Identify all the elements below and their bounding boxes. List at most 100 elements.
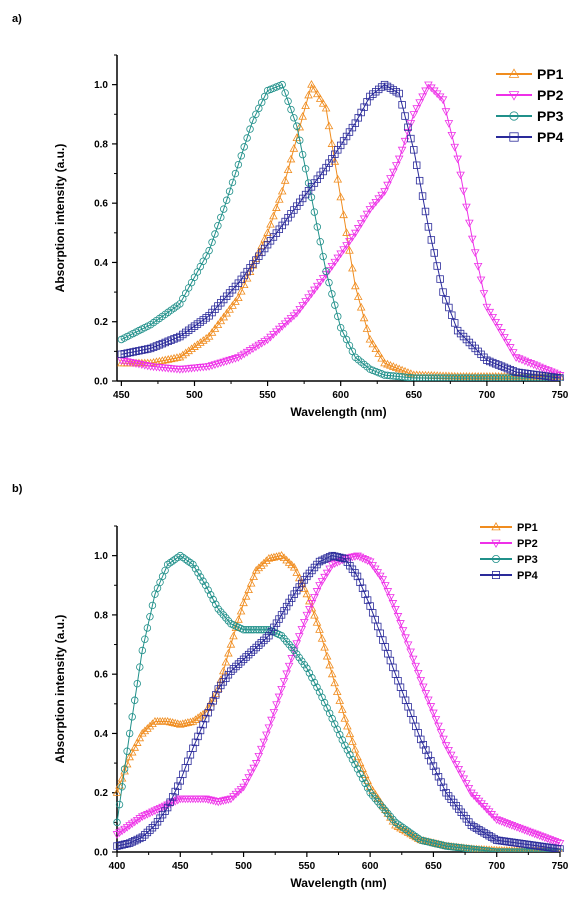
data-point (348, 737, 357, 745)
data-point (487, 847, 496, 852)
data-point (340, 714, 350, 722)
data-point (239, 655, 248, 664)
data-point (275, 615, 283, 623)
data-point (407, 374, 415, 381)
data-point (194, 732, 202, 741)
data-point (281, 89, 289, 97)
data-point (128, 359, 138, 368)
data-point (427, 838, 435, 847)
data-point (251, 760, 261, 768)
data-point (500, 374, 509, 381)
data-point (140, 726, 150, 735)
data-point (320, 573, 329, 582)
data-point (353, 752, 362, 761)
data-point (150, 716, 160, 725)
data-point (381, 582, 390, 590)
data-point (418, 683, 428, 692)
data-point (255, 626, 263, 634)
data-point (365, 206, 375, 214)
data-point (374, 195, 384, 204)
data-point (221, 796, 231, 805)
data-point (391, 162, 401, 170)
data-point (317, 578, 327, 586)
data-point (280, 176, 290, 184)
data-point (143, 362, 153, 371)
data-point (158, 716, 167, 725)
data-point (262, 731, 271, 740)
data-point (143, 724, 152, 732)
data-point (128, 713, 136, 721)
data-point (447, 842, 455, 851)
data-point (503, 374, 512, 381)
data-point (338, 554, 346, 562)
data-point (444, 120, 454, 128)
data-point (475, 846, 483, 852)
data-point (328, 551, 336, 560)
data-point (267, 627, 276, 636)
data-point (342, 228, 351, 236)
data-point (386, 371, 395, 380)
data-point (493, 848, 501, 852)
data-point (508, 848, 516, 852)
data-point (333, 254, 343, 263)
data-point (337, 705, 347, 713)
data-point (439, 841, 448, 850)
data-point (437, 778, 445, 786)
data-point (203, 796, 213, 804)
data-point (345, 729, 355, 738)
data-point (301, 165, 310, 173)
data-point (295, 122, 305, 131)
data-point (441, 108, 451, 116)
data-point (333, 553, 341, 561)
data-point (199, 577, 207, 585)
data-point (411, 662, 421, 671)
data-point (327, 139, 337, 147)
data-point (546, 368, 556, 377)
data-point (244, 774, 253, 782)
data-point (556, 845, 564, 852)
data-point (170, 718, 180, 727)
y-tick-label: 0.0 (94, 377, 108, 388)
data-point (334, 312, 342, 321)
data-point (210, 324, 220, 332)
data-point (447, 131, 457, 140)
data-point (196, 726, 205, 735)
data-point (491, 318, 500, 327)
data-point (322, 651, 332, 660)
data-point (315, 625, 324, 633)
data-point (236, 286, 246, 295)
data-point (395, 89, 403, 98)
data-point (406, 648, 415, 657)
data-point (473, 262, 483, 271)
data-point (115, 841, 124, 850)
data-point (130, 743, 140, 751)
data-point (310, 286, 319, 295)
data-point (123, 840, 131, 848)
data-point (368, 786, 377, 794)
data-point (413, 669, 423, 678)
data-point (241, 779, 251, 787)
data-point (417, 735, 425, 744)
chart-panel-a: a) 450 500 550 600 650 700 750 0.0 0.2 0.4 0.6 0.8 1.… (12, 13, 569, 419)
data-point (213, 320, 223, 329)
data-point (353, 225, 363, 233)
data-point (249, 646, 258, 654)
data-point (315, 557, 324, 566)
data-point (205, 246, 213, 255)
data-point (123, 747, 131, 755)
data-point (301, 298, 310, 306)
data-point (407, 134, 415, 143)
data-point (520, 357, 530, 366)
data-point (323, 554, 331, 562)
data-point (330, 157, 340, 165)
data-point (482, 805, 491, 814)
data-point (220, 205, 228, 213)
data-point (166, 354, 176, 363)
data-point (296, 136, 304, 145)
data-point (292, 309, 302, 318)
data-point (490, 848, 498, 852)
data-point (163, 716, 172, 725)
data-point (358, 584, 367, 592)
data-point (479, 290, 489, 298)
data-point (234, 293, 243, 302)
